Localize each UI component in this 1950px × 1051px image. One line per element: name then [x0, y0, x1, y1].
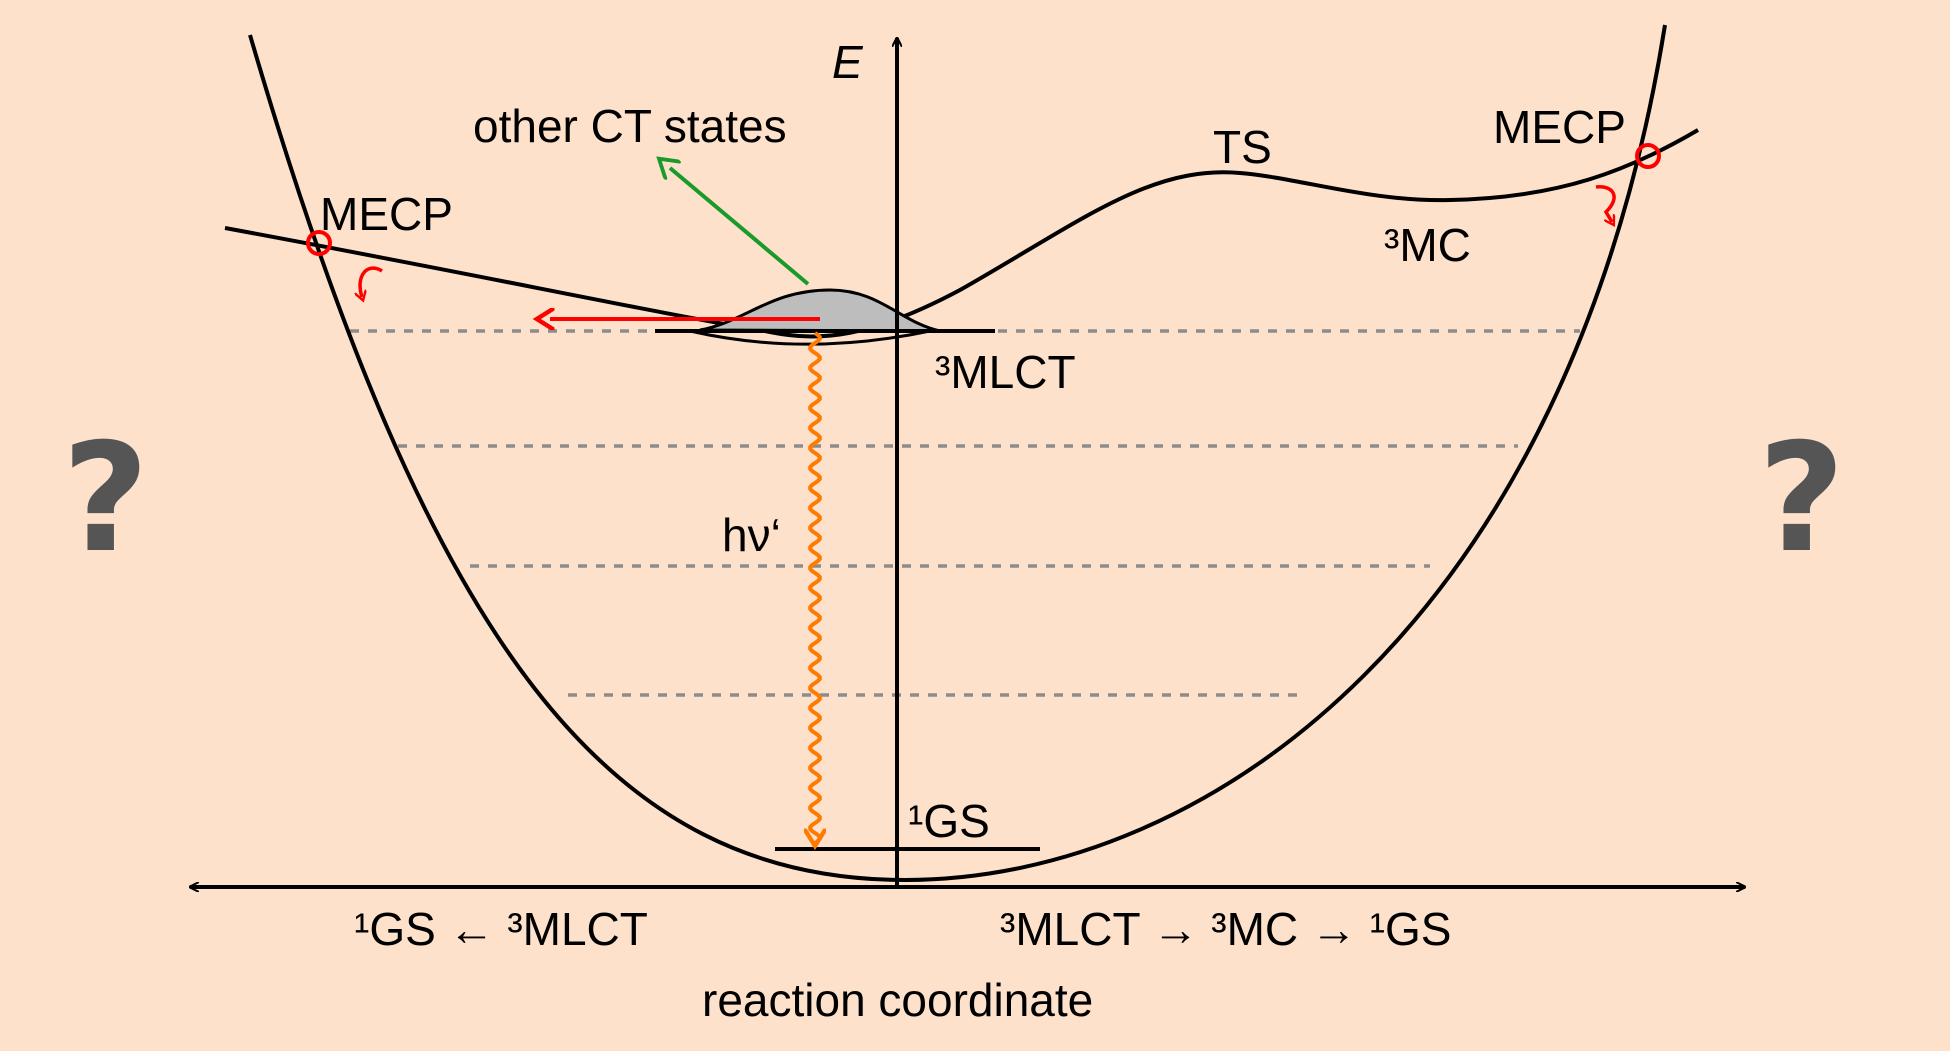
mecp-left-curl-arrow [360, 266, 383, 297]
question-mark-right: ? [1758, 412, 1845, 586]
excited-state-curve [224, 128, 1700, 339]
mecp-right-curl-arrow [1595, 185, 1616, 222]
mecp-left-marker [306, 230, 332, 256]
mc-label: ³MC [1384, 219, 1471, 271]
ts-label: TS [1213, 121, 1272, 173]
emission-wave [810, 331, 820, 846]
mecp-left-label: MECP [320, 188, 453, 240]
right-direction-label: ³MLCT → ³MC → ¹GS [1000, 903, 1451, 955]
gs-label: ¹GS [908, 795, 990, 847]
mecp-right-label: MECP [1493, 101, 1626, 153]
left-direction-label: ¹GS ← ³MLCT [354, 903, 648, 955]
other-ct-states-label: other CT states [473, 100, 787, 152]
emission-label: hν‘ [722, 509, 781, 561]
question-mark-left: ? [62, 412, 149, 586]
mlct-population [699, 288, 941, 333]
x-axis-label: reaction coordinate [702, 974, 1093, 1026]
mecp-right-marker [1635, 143, 1661, 169]
energy-axis-label: E [832, 36, 864, 88]
green-ct-arrow [670, 168, 810, 286]
mlct-label: ³MLCT [935, 346, 1076, 398]
ground-state-curve [248, 24, 1667, 883]
